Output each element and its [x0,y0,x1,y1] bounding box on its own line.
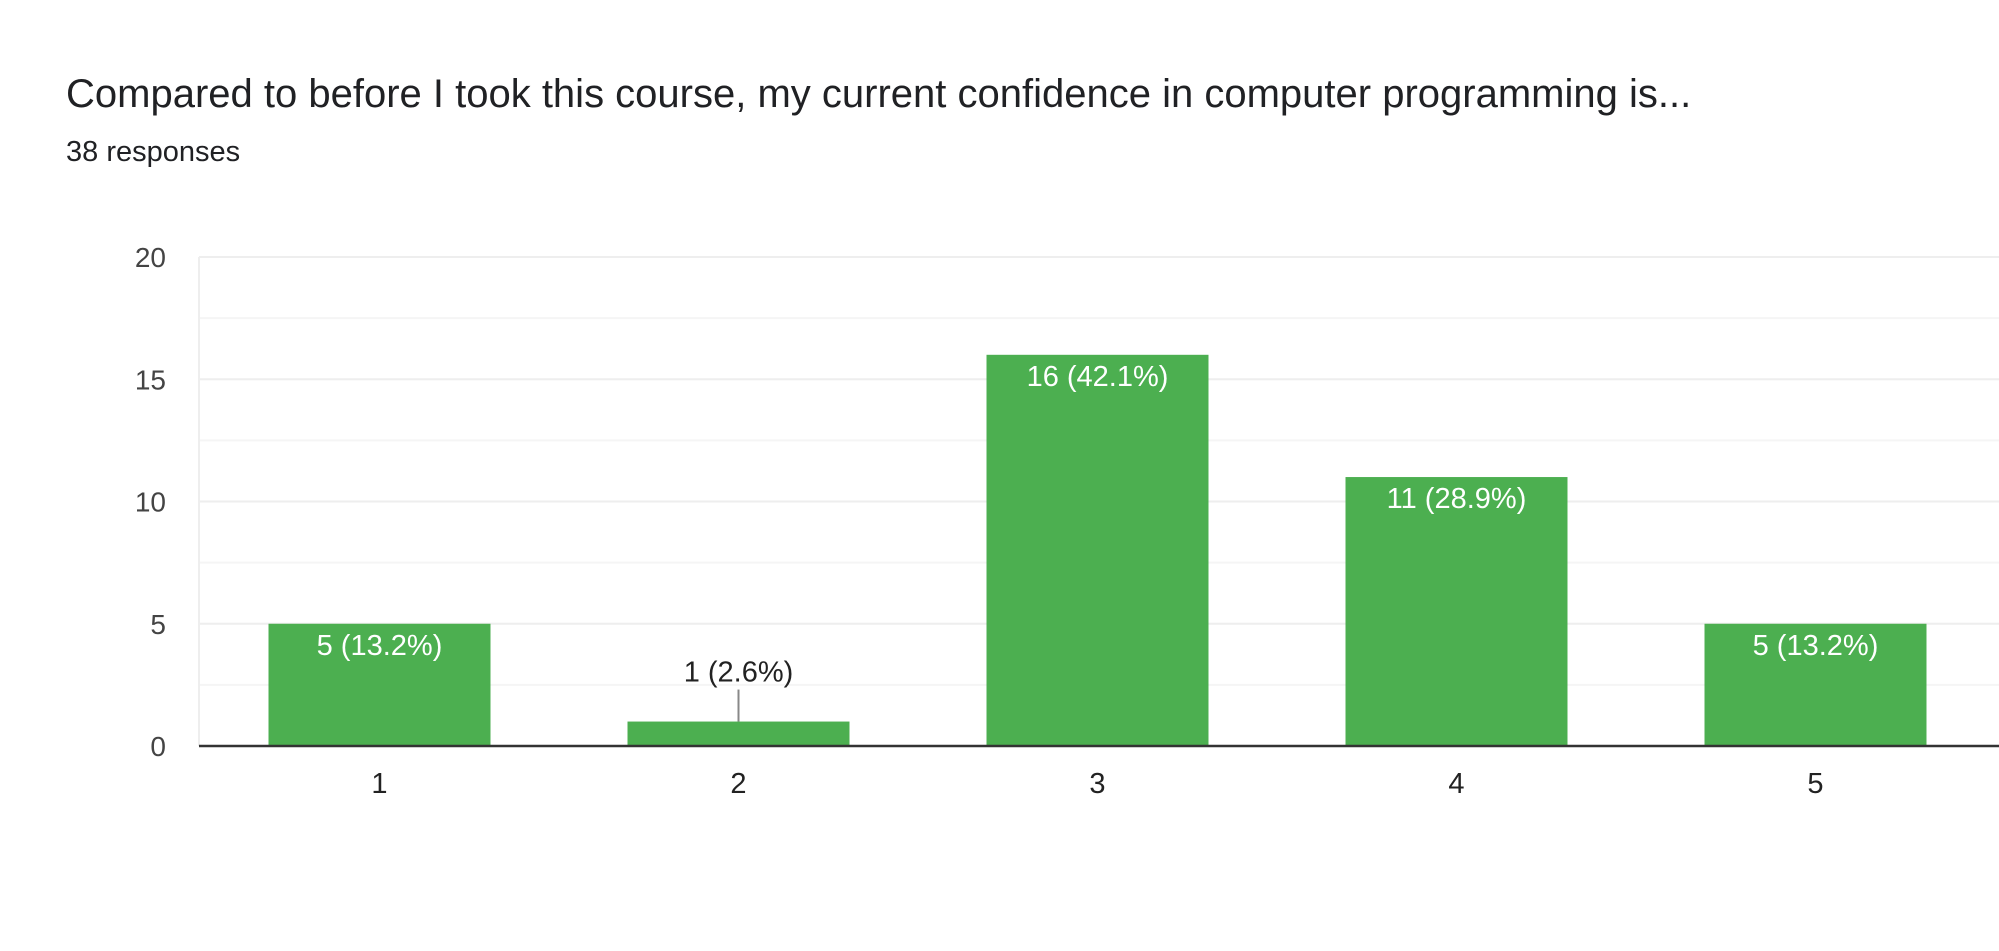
x-category-label: 5 [1807,768,1823,800]
y-tick-label: 15 [135,364,166,395]
bar-4 [1345,477,1568,746]
bar-data-label: 1 (2.6%) [684,657,794,689]
chart-title: Compared to before I took this course, m… [66,72,1692,116]
x-category-label: 1 [371,768,387,800]
y-tick-label: 20 [135,242,166,273]
bar-data-label: 16 (42.1%) [1027,361,1169,393]
x-category-label: 4 [1448,768,1464,800]
bar-data-label: 11 (28.9%) [1387,483,1527,515]
y-tick-label: 10 [135,487,166,518]
y-tick-label: 5 [150,609,166,640]
x-category-label: 3 [1089,768,1105,800]
y-tick-label: 0 [150,731,166,762]
bar-data-label: 5 (13.2%) [317,630,443,662]
response-count: 38 responses [66,136,241,168]
x-category-label: 2 [730,768,746,800]
bar-5 [1704,623,1927,746]
bar-3 [986,354,1209,746]
bar-1 [268,623,491,746]
bar-2 [627,721,850,746]
bar-data-label: 5 (13.2%) [1753,630,1879,662]
